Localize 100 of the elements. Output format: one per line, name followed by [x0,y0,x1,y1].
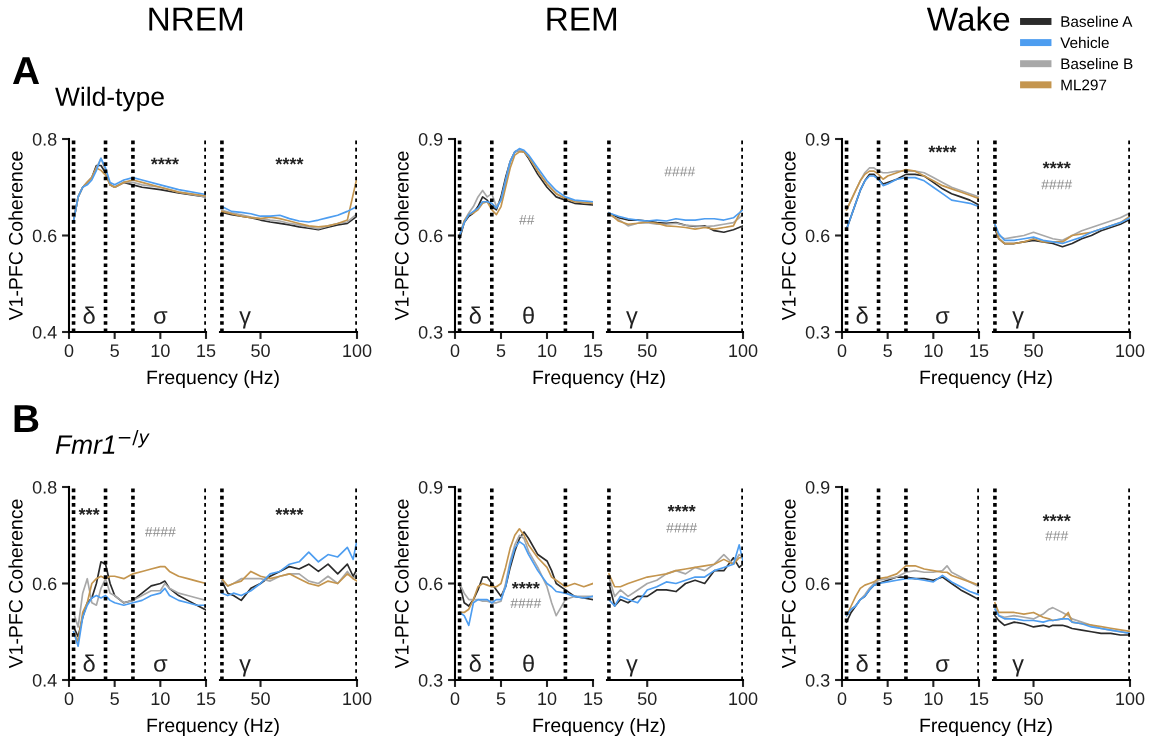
x-tick-label: 10 [151,692,170,706]
y-tick-label: 0.3 [805,673,830,687]
x-tick-label: 0 [64,344,74,358]
x-tick-label: 50 [1024,692,1043,706]
annotation: ## [519,215,535,225]
x-axis-title: Frequency (Hz) [920,369,1052,389]
x-tick-label: 100 [343,692,372,706]
x-tick-label: 100 [1116,692,1145,706]
x-tick-label: 5 [496,344,506,358]
chart-title: REM [547,7,617,31]
annotation: σ [936,659,950,672]
annotation: #### [144,526,176,537]
x-tick-label: 15 [197,692,216,706]
annotation: **** [275,157,304,165]
annotation: σ [154,659,168,672]
y-tick-label: 0.8 [32,132,57,146]
annotation: δ [856,306,868,324]
annotation: #### [510,598,542,608]
legend-label: Baseline B [1061,57,1133,70]
x-tick-label: 0 [837,344,847,358]
x-tick-label: 5 [496,692,506,706]
legend-label: Vehicle [1060,36,1109,49]
y-tick-label: 0.6 [32,577,57,591]
y-tick-label: 0.9 [805,480,830,494]
x-tick-label: 10 [924,692,943,706]
y-axis-title: V1-PFC Coherence [781,151,796,321]
x-tick-label: 10 [151,344,170,358]
x-tick-label: 100 [343,344,372,358]
annotation: **** [928,145,957,153]
x-axis-title: Frequency (Hz) [147,717,279,737]
x-tick-label: 5 [883,344,892,358]
x-tick-label: 0 [450,692,460,706]
annotation: #### [666,522,698,533]
y-tick-label: 0.3 [805,325,830,339]
chart-subtitle: Wild-type [55,86,164,112]
x-tick-label: 15 [584,344,603,358]
annotation: *** [78,508,100,515]
y-tick-label: 0.3 [418,325,443,339]
y-tick-label: 0.8 [32,480,57,494]
x-tick-label: 100 [729,692,758,706]
annotation: δ [469,306,481,324]
chart-title: Wake [926,6,1010,31]
annotation: **** [150,157,179,165]
y-axis-title: V1-PFC Coherence [8,151,23,321]
y-tick-label: 0.9 [418,480,443,494]
chart-title: NREM [149,7,243,31]
annotation: **** [667,504,696,512]
x-tick-label: 50 [1024,344,1043,358]
annotation: δ [856,654,868,672]
y-axis-title: V1-PFC Coherence [394,499,409,669]
x-axis-title: Frequency (Hz) [533,717,665,737]
annotation: γ [239,659,251,677]
y-tick-label: 0.6 [418,229,443,243]
y-tick-label: 0.6 [805,229,830,243]
annotation: σ [936,311,950,324]
x-tick-label: 100 [1116,344,1145,358]
x-axis-title: Frequency (Hz) [147,369,279,389]
x-tick-label: 15 [970,692,989,706]
x-tick-label: 100 [729,344,758,358]
chart-subtitle: Fmr1$^{−/y}$ [55,430,150,454]
annotation: θ [523,654,534,672]
annotation: **** [1042,514,1071,522]
annotation: δ [83,306,95,324]
x-tick-label: 5 [110,344,119,358]
annotation: **** [1042,161,1071,169]
annotation: **** [275,508,304,515]
text: B [14,405,39,433]
x-tick-label: 50 [251,692,270,706]
y-tick-label: 0.4 [32,673,57,687]
annotation: γ [1012,659,1024,677]
y-tick-label: 0.6 [418,577,443,591]
annotation: #### [1041,179,1073,190]
y-axis-title: V1-PFC Coherence [781,499,796,669]
legend-label: ML297 [1061,79,1107,91]
y-axis-title: V1-PFC Coherence [394,151,409,321]
annotation: σ [154,311,168,324]
x-tick-label: 5 [110,692,119,706]
annotation: θ [523,306,534,324]
annotation: **** [511,582,540,589]
x-tick-label: 15 [970,344,989,358]
annotation: γ [626,311,638,329]
x-tick-label: 0 [64,692,74,706]
y-tick-label: 0.4 [32,325,57,339]
text: A [12,57,40,85]
x-tick-label: 15 [197,344,216,358]
legend-label: Baseline A [1061,15,1133,27]
y-tick-label: 0.3 [418,673,443,687]
y-axis-title: V1-PFC Coherence [8,499,23,669]
annotation: γ [626,659,638,677]
x-tick-label: 0 [450,344,460,358]
annotation: γ [239,311,251,329]
y-tick-label: 0.6 [32,229,57,243]
annotation: γ [1012,311,1024,329]
x-tick-label: 50 [637,344,657,358]
x-axis-title: Frequency (Hz) [920,717,1052,737]
x-tick-label: 10 [924,344,943,358]
y-tick-label: 0.9 [418,132,443,146]
x-tick-label: 0 [837,692,847,706]
x-tick-label: 15 [584,692,603,706]
annotation: δ [83,654,95,672]
